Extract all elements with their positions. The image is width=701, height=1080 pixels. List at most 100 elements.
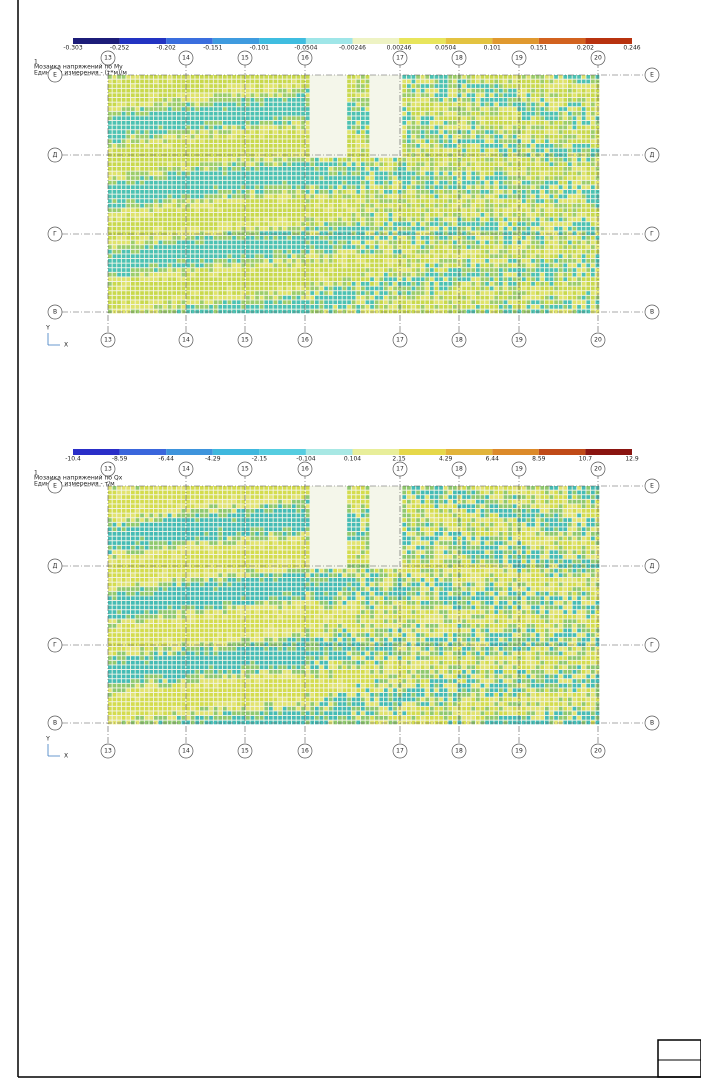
mosaic-cell [301,102,305,107]
mosaic-cell [402,240,407,245]
mosaic-cell [420,286,425,291]
mosaic-cell [195,249,200,254]
mosaic-cell [347,286,351,291]
mosaic-cell [522,222,526,226]
mosaic-cell [591,180,595,185]
mosaic-cell [430,144,434,148]
mosaic-cell [278,185,282,190]
mosaic-cell [407,144,411,148]
mosaic-cell [535,107,540,111]
mosaic-cell [591,185,595,190]
mosaic-cell [402,245,407,249]
mosaic-cell [453,245,457,249]
mosaic-cell [494,199,499,203]
mosaic-cell [356,272,361,277]
mosaic-cell [301,98,305,102]
mosaic-cell [200,79,204,84]
mosaic-cell [558,236,563,240]
mosaic-cell [259,125,264,130]
mosaic-cell [416,254,420,259]
mosaic-cell [540,245,545,249]
mosaic-cell [149,263,154,268]
mosaic-cell [361,157,365,162]
mosaic-cell [416,263,420,268]
mosaic-cell [305,148,310,153]
mosaic-cell [420,282,425,286]
mosaic-cell [374,245,379,249]
mosaic-cell [430,98,434,102]
mosaic-cell [232,84,236,88]
mosaic-cell [457,245,462,249]
mosaic-cell [577,291,581,295]
mosaic-cell [278,277,282,282]
mosaic-cell [273,79,278,84]
mosaic-cell [402,148,407,153]
mosaic-cell [517,144,522,148]
mosaic-cell [227,272,232,277]
mosaic-cell [517,176,522,180]
mosaic-cell [144,286,149,291]
mosaic-cell [282,130,287,134]
mosaic-cell [531,240,535,245]
mosaic-cell [439,162,443,167]
mosaic-cell [296,180,301,185]
mosaic-cell [466,144,471,148]
mosaic-cell [319,199,324,203]
mosaic-cell [204,222,209,226]
mosaic-cell [108,226,112,231]
mosaic-cell [287,98,292,102]
mosaic-cell [508,185,512,190]
mosaic-cell [466,125,471,130]
mosaic-cell [204,213,209,217]
mosaic-cell [494,116,499,121]
mosaic-cell [577,176,581,180]
mosaic-cell [480,171,485,176]
mosaic-cell [535,226,540,231]
mosaic-cell [485,171,489,176]
mosaic-cell [558,180,563,185]
mosaic-cell [494,185,499,190]
mosaic-cell [425,194,430,199]
mosaic-cell [503,213,508,217]
mosaic-cell [144,153,149,157]
mosaic-cell [549,139,554,144]
mosaic-cell [485,93,489,98]
mosaic-cell [213,107,218,111]
mosaic-cell [232,121,236,125]
mosaic-cell [158,236,163,240]
mosaic-cell [388,240,393,245]
mosaic-cell [466,153,471,157]
mosaic-cell [420,194,425,199]
mosaic-cell [269,208,273,213]
mosaic-cell [393,272,397,277]
mosaic-cell [163,226,167,231]
mosaic-cell [135,286,140,291]
mosaic-cell [255,102,259,107]
mosaic-cell [338,194,342,199]
mosaic-cell [443,98,448,102]
mosaic-cell [218,203,223,208]
mosaic-cell [112,295,117,300]
mosaic-cell [549,185,554,190]
mosaic-cell [287,134,292,139]
mosaic-cell [535,295,540,300]
mosaic-cell [287,268,292,272]
mosaic-cell [236,79,241,84]
mosaic-cell [531,245,535,249]
mosaic-cell [186,268,190,272]
mosaic-cell [462,203,466,208]
mosaic-cell [135,254,140,259]
mosaic-cell [154,176,158,180]
mosaic-cell [407,259,411,263]
mosaic-cell [273,75,278,79]
mosaic-cell [448,121,453,125]
mosaic-cell [181,162,186,167]
mosaic-cell [328,180,333,185]
mosaic-cell [172,222,177,226]
mosaic-cell [301,144,305,148]
mosaic-cell [540,148,545,153]
mosaic-cell [535,148,540,153]
mosaic-cell [577,286,581,291]
mosaic-cell [200,98,204,102]
mosaic-cell [112,272,117,277]
